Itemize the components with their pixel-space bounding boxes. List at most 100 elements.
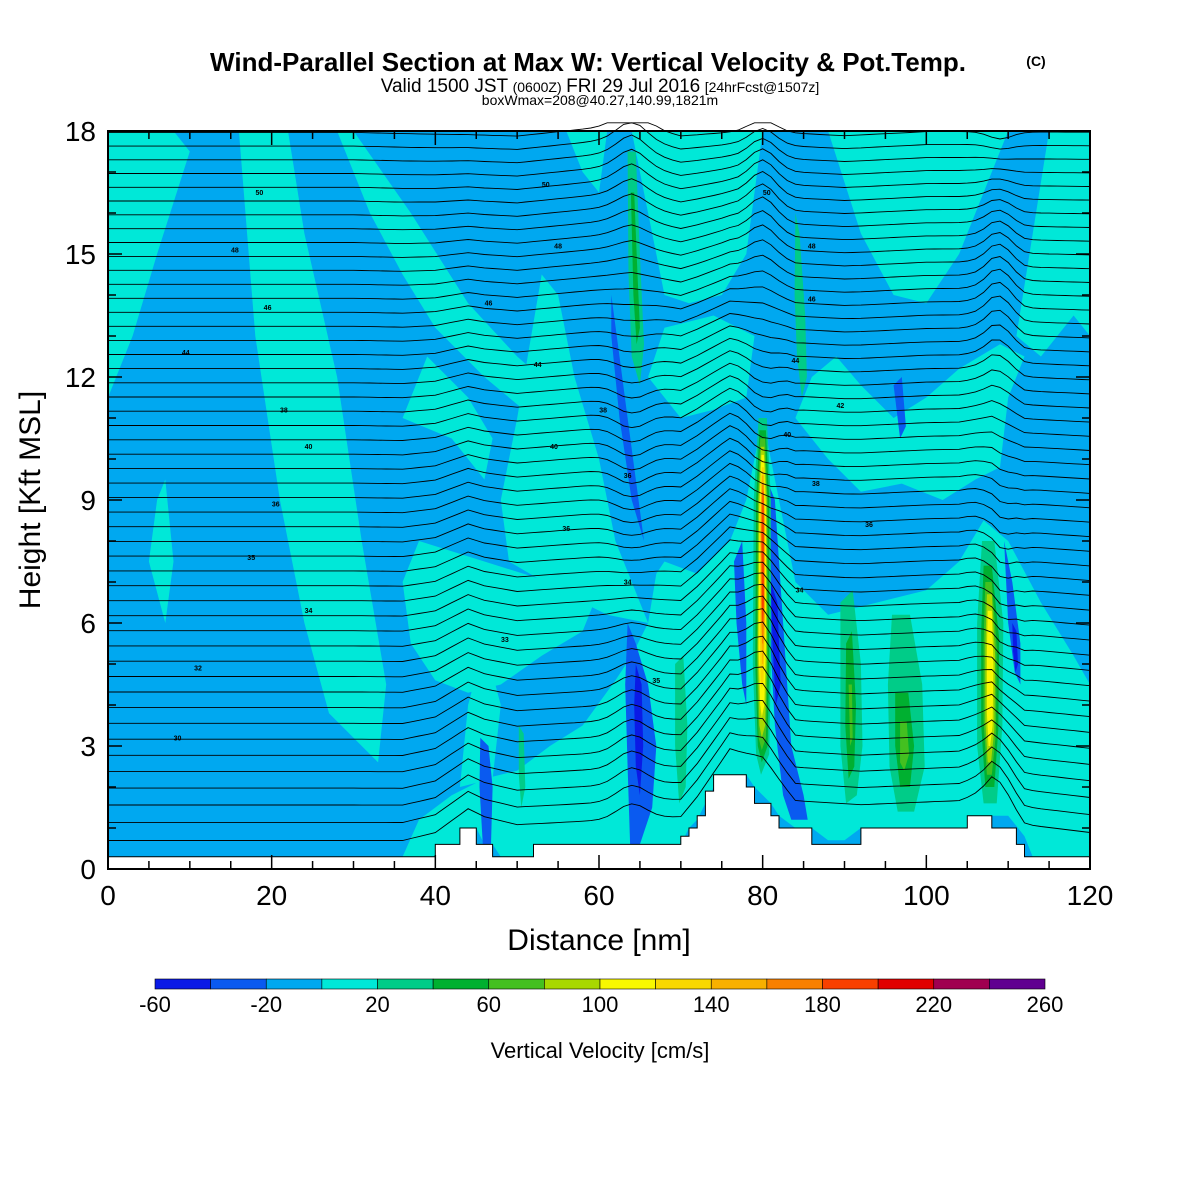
contour-label-20: 36 [272,502,280,509]
isentrope-13 [108,572,1091,647]
chart-title-mark: (C) [1026,53,1045,69]
colorbar-label-7: 220 [915,992,952,1017]
velocity-region-15 [611,295,644,541]
velocity-region-23 [1012,623,1018,673]
isentrope-4 [108,699,1091,789]
contour-label-7: 46 [485,301,493,308]
chart-subtitle-box: boxWmax=208@40.27,140.99,1821m [482,92,718,108]
subtitle-valid-time: Valid 1500 JST [381,76,509,97]
velocity-region-11 [1016,131,1090,357]
contour-label-10: 44 [534,362,542,369]
isentrope-12 [108,583,1091,662]
isentrope-36 [108,281,1091,314]
contour-label-19: 38 [812,481,820,488]
y-axis-label: Height [Kft MSL] [14,391,47,609]
isentrope-21 [108,475,1091,528]
isentrope-35 [108,295,1091,328]
isentrope-23 [108,450,1091,499]
isentrope-39 [108,239,1091,272]
isentrope-38 [108,254,1091,286]
colorbar-swatch-1 [210,978,267,990]
y-tick-labels: 0 3 6 9 12 15 18 [65,116,96,885]
chart-subtitle: Valid 1500 JST (0600Z) FRI 29 Jul 2016 [… [381,76,820,97]
contour-label-1: 50 [542,182,550,189]
isentrope-10 [108,608,1091,693]
isentrope-8 [108,635,1091,724]
contour-label-18: 36 [624,473,632,480]
velocity-region-14 [459,643,501,787]
contour-label-14: 38 [599,407,607,414]
colorbar-swatch-2 [265,978,323,990]
colorbar-swatch-11 [766,978,823,990]
potential-temperature-contours [108,122,1091,841]
isentrope-41 [108,210,1091,245]
isentrope-27 [108,400,1091,443]
contour-label-17: 40 [783,432,791,439]
colorbar-label-3: 60 [477,992,501,1017]
y-tick-label-9: 9 [80,485,96,516]
colorbar-swatch-15 [989,978,1046,990]
contour-labels: 50 50 50 48 48 48 46 46 46 44 44 44 42 38 38 40 40 40 36 38… [174,182,873,742]
x-tick-label-40: 40 [420,880,451,911]
isentrope-20 [108,488,1091,543]
velocity-fill-regions [108,131,1091,857]
x-tick-label-120: 120 [1067,880,1114,911]
isentrope-25 [108,425,1091,471]
velocity-region-2 [148,479,174,623]
colorbar-swatch-3 [321,978,378,990]
contour-label-16: 40 [550,444,558,451]
velocity-region-49 [761,491,764,623]
contour-label-8: 46 [808,297,816,304]
isentrope-37 [108,268,1091,300]
velocity-region-17 [634,664,644,796]
isentrope-19 [108,500,1091,558]
colorbar-swatch-12 [822,978,879,990]
colorbar-label-4: 100 [582,992,619,1017]
subtitle-utc-time: (0600Z) [513,79,562,95]
colorbar-title: Vertical Velocity [cm/s] [491,1038,710,1063]
isentrope-44 [108,170,1091,204]
velocity-region-19 [734,541,747,705]
contour-label-24: 34 [624,580,632,587]
isentrope-30 [108,362,1091,399]
isentrope-15 [108,551,1091,617]
x-tick-label-80: 80 [747,880,778,911]
x-tick-label-0: 0 [100,880,116,911]
subtitle-forecast: [24hrFcst@1507z] [705,79,820,95]
isentrope-2 [108,732,1091,823]
velocity-region-10 [828,131,1009,304]
isentrope-6 [108,666,1091,756]
colorbar-swatch-6 [488,978,545,990]
contour-label-25: 34 [796,588,804,595]
velocity-region-24 [893,377,906,439]
colorbar-label-6: 180 [804,992,841,1017]
contour-label-22: 36 [865,522,873,529]
colorbar-label-5: 140 [693,992,730,1017]
contour-label-2: 50 [763,190,771,197]
x-axis-label: Distance [nm] [507,924,690,957]
colorbar-labels: -60 -20 20 60 100 140 180 220 260 [139,992,1063,1017]
contour-label-0: 50 [255,190,263,197]
velocity-region-0 [108,131,190,398]
velocity-region-32 [848,684,853,746]
contour-label-26: 34 [305,608,313,615]
isentrope-5 [108,682,1091,773]
y-tick-label-0: 0 [80,854,96,885]
velocity-region-5 [402,541,599,693]
velocity-region-35 [900,721,910,771]
contour-label-29: 32 [194,666,202,673]
isentrope-32 [108,337,1091,370]
contour-label-9: 44 [182,350,190,357]
velocity-region-3 [337,131,567,439]
y-tick-label-12: 12 [65,362,96,393]
isentrope-46 [108,148,1091,177]
contour-label-21: 36 [562,526,570,533]
velocity-region-8 [631,131,763,304]
isentrope-31 [108,350,1091,385]
isentrope-43 [108,183,1091,217]
colorbar-swatch-9 [655,978,712,990]
isentrope-7 [108,650,1091,740]
contour-label-28: 35 [652,678,660,685]
colorbar-label-0: -60 [139,992,171,1017]
colorbar-swatch-7 [544,978,601,990]
